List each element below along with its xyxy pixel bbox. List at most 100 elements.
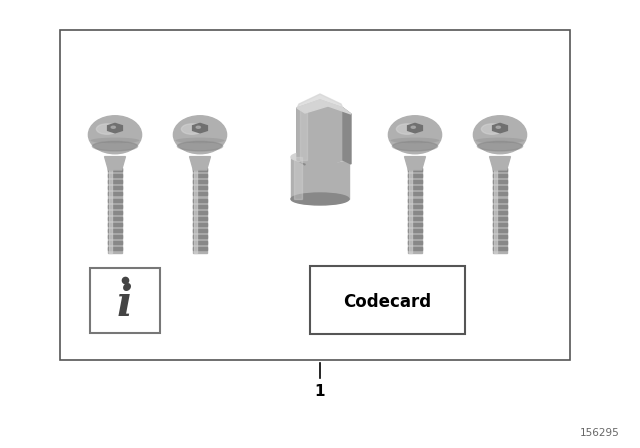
Polygon shape — [404, 157, 426, 170]
Bar — [108, 193, 122, 195]
Bar — [193, 211, 207, 214]
Bar — [493, 193, 507, 195]
Bar — [408, 174, 422, 177]
Bar — [60, 30, 570, 360]
Bar — [108, 205, 122, 208]
Bar — [493, 241, 507, 244]
Polygon shape — [297, 108, 305, 165]
Ellipse shape — [388, 116, 442, 154]
Bar — [108, 168, 122, 171]
Ellipse shape — [175, 138, 225, 143]
Ellipse shape — [496, 126, 500, 128]
Bar — [493, 235, 507, 238]
Polygon shape — [297, 100, 351, 114]
Bar — [493, 180, 507, 183]
Ellipse shape — [92, 142, 138, 151]
Bar — [108, 168, 122, 254]
Bar — [108, 229, 122, 232]
Ellipse shape — [173, 116, 227, 154]
Ellipse shape — [181, 124, 203, 134]
Bar — [109, 168, 112, 254]
Bar — [193, 241, 207, 244]
Text: 1: 1 — [315, 384, 325, 399]
Bar — [193, 174, 207, 177]
Polygon shape — [343, 108, 351, 164]
Bar — [408, 217, 422, 220]
Bar — [494, 168, 497, 254]
Bar — [408, 205, 422, 208]
Polygon shape — [493, 123, 508, 133]
Bar — [108, 186, 122, 190]
Bar — [493, 186, 507, 190]
Bar — [410, 168, 412, 254]
Bar — [108, 235, 122, 238]
Ellipse shape — [477, 142, 523, 151]
Bar — [193, 205, 207, 208]
Bar — [408, 193, 422, 195]
Ellipse shape — [390, 138, 440, 143]
Bar — [108, 180, 122, 183]
Bar — [193, 168, 207, 171]
Ellipse shape — [474, 116, 527, 154]
Polygon shape — [490, 157, 511, 170]
Polygon shape — [193, 123, 207, 133]
Bar — [193, 193, 207, 195]
Bar — [408, 223, 422, 226]
Bar — [193, 198, 207, 202]
Bar — [291, 157, 349, 199]
Polygon shape — [189, 157, 211, 170]
Polygon shape — [297, 94, 343, 108]
Bar — [493, 205, 507, 208]
Bar — [408, 241, 422, 244]
Polygon shape — [297, 100, 343, 168]
Bar — [294, 157, 302, 199]
Polygon shape — [104, 157, 125, 170]
Bar — [493, 211, 507, 214]
Polygon shape — [108, 123, 122, 133]
Bar — [193, 217, 207, 220]
Bar — [408, 229, 422, 232]
Bar — [493, 223, 507, 226]
Ellipse shape — [396, 124, 418, 134]
Bar — [408, 168, 422, 254]
Bar — [108, 198, 122, 202]
Bar — [310, 266, 465, 334]
Bar — [493, 217, 507, 220]
Bar — [108, 241, 122, 244]
Bar — [300, 108, 307, 160]
Bar — [408, 186, 422, 190]
Ellipse shape — [196, 126, 200, 128]
Bar — [193, 235, 207, 238]
Ellipse shape — [111, 126, 115, 128]
Ellipse shape — [177, 142, 223, 151]
Bar — [408, 168, 422, 171]
Ellipse shape — [88, 116, 141, 154]
Ellipse shape — [392, 142, 438, 151]
Bar — [493, 168, 507, 254]
Bar — [408, 180, 422, 183]
Bar — [108, 174, 122, 177]
Bar — [493, 229, 507, 232]
Bar — [193, 168, 207, 254]
Ellipse shape — [291, 193, 349, 205]
Bar — [108, 247, 122, 250]
Bar — [90, 268, 160, 333]
Bar — [408, 211, 422, 214]
Bar — [108, 223, 122, 226]
Bar — [193, 247, 207, 250]
Bar — [408, 198, 422, 202]
Ellipse shape — [411, 126, 415, 128]
Ellipse shape — [90, 138, 140, 143]
Text: Codecard: Codecard — [344, 293, 431, 311]
Bar — [408, 247, 422, 250]
Text: 156295: 156295 — [580, 428, 620, 438]
Bar — [493, 247, 507, 250]
Bar — [193, 186, 207, 190]
Ellipse shape — [291, 151, 349, 163]
Bar — [108, 211, 122, 214]
Bar — [493, 174, 507, 177]
Bar — [408, 235, 422, 238]
Ellipse shape — [97, 124, 118, 134]
Bar — [193, 223, 207, 226]
Bar — [193, 229, 207, 232]
